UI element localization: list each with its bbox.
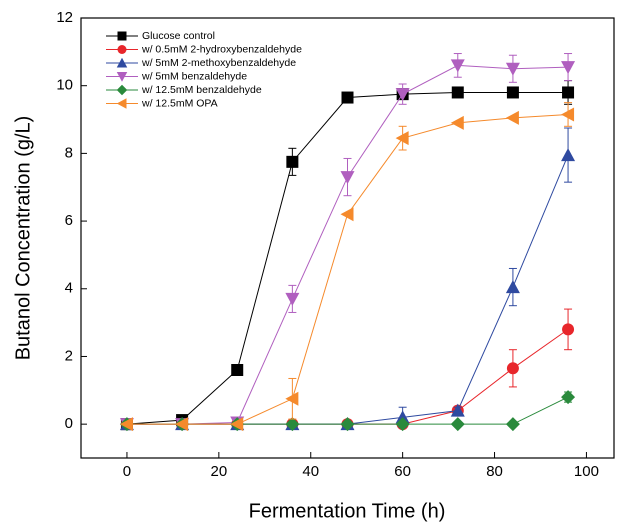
legend-marker (117, 31, 127, 41)
marker (285, 292, 300, 306)
marker (562, 323, 575, 336)
legend-label: w/ 0.5mM 2-hydroxybenzaldehyde (141, 43, 302, 55)
y-tick-label: 4 (65, 280, 73, 297)
marker (395, 417, 410, 432)
marker (505, 62, 520, 76)
marker (285, 391, 299, 406)
x-tick-label: 0 (123, 463, 131, 480)
y-axis-label: Butanol Concentration (g/L) (12, 116, 34, 361)
marker (450, 403, 465, 417)
marker (340, 171, 355, 185)
y-tick-label: 10 (56, 77, 73, 94)
marker (450, 115, 464, 130)
legend-label: Glucose control (142, 30, 215, 42)
marker (395, 88, 410, 102)
marker (119, 417, 133, 432)
legend-label: w/ 12.5mM OPA (141, 97, 218, 109)
marker (561, 61, 576, 75)
marker (231, 364, 244, 376)
x-tick-label: 60 (394, 463, 411, 480)
y-tick-label: 12 (56, 9, 73, 26)
marker (395, 131, 409, 146)
marker (230, 417, 244, 432)
legend-label: w/ 5mM 2-methoxybenzaldehyde (141, 57, 296, 69)
plot-frame (80, 17, 615, 459)
legend-label: w/ 12.5mM benzaldehyde (141, 84, 262, 96)
marker (561, 390, 576, 405)
x-axis-label: Fermentation Time (h) (249, 500, 446, 522)
marker (341, 91, 354, 104)
marker (340, 207, 354, 222)
y-tick-label: 8 (65, 144, 73, 161)
y-tick-label: 0 (65, 415, 73, 432)
marker (451, 86, 464, 99)
marker (285, 417, 300, 432)
marker (561, 107, 575, 122)
marker (562, 86, 575, 99)
marker (561, 148, 576, 162)
legend-marker (116, 72, 128, 82)
x-tick-label: 40 (302, 463, 319, 480)
legend-marker (116, 98, 127, 109)
marker (450, 417, 465, 432)
y-tick-label: 6 (65, 212, 73, 229)
marker (505, 110, 519, 125)
marker (450, 59, 465, 73)
marker (395, 410, 410, 424)
marker (505, 280, 520, 294)
x-tick-label: 100 (574, 463, 599, 480)
legend-marker (116, 57, 128, 68)
y-tick-label: 2 (65, 347, 73, 364)
marker (340, 417, 355, 432)
legend-marker (117, 45, 127, 54)
x-tick-label: 20 (211, 463, 228, 480)
marker (506, 86, 519, 99)
legend-label: w/ 5mM benzaldehyde (141, 70, 247, 82)
marker (505, 417, 520, 432)
marker (175, 417, 189, 432)
marker (506, 362, 519, 375)
legend-marker (116, 84, 128, 96)
series-line (126, 91, 569, 425)
marker (286, 155, 299, 168)
x-tick-label: 80 (486, 463, 503, 480)
